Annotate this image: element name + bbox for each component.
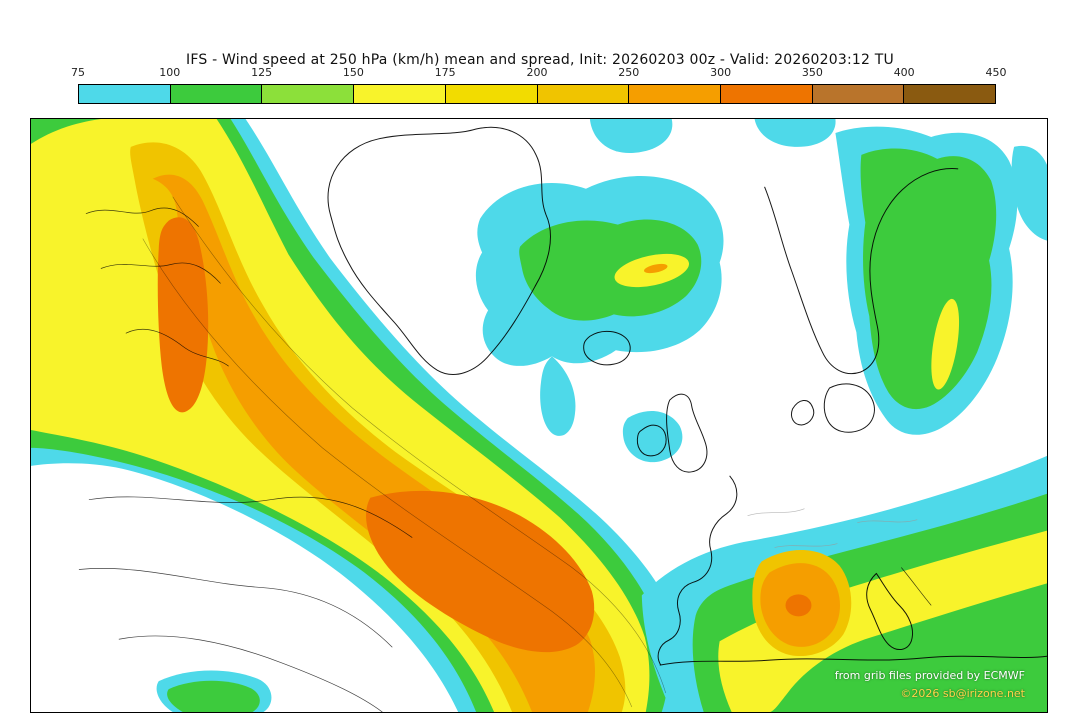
colorbar-segment (904, 85, 996, 103)
colorbar-segment (262, 85, 355, 103)
wind-map-svg (31, 119, 1047, 712)
contour-fills (31, 119, 1047, 712)
colorbar-segment (445, 85, 538, 103)
italy-coast (866, 572, 913, 650)
canada-coast-1 (85, 207, 199, 227)
colorbar-tick-label: 175 (434, 66, 456, 79)
denmark-coast (791, 400, 815, 426)
attribution-source: from grib files provided by ECMWF (834, 668, 1025, 682)
colorbar-tick-label: 400 (893, 66, 915, 79)
country-border-1 (747, 508, 805, 516)
greenland-lobe-orange (644, 263, 668, 274)
colorbar-segment (537, 85, 630, 103)
greenland-lobe-green (519, 219, 702, 321)
east-band-yellow (931, 298, 960, 390)
colorbar-tick-label: 300 (710, 66, 732, 79)
jet-core-contour (366, 490, 595, 653)
wind-map: from grib files provided by ECMWF ©2026 … (30, 118, 1048, 713)
colorbar-scale (78, 84, 996, 104)
colorbar: 75 100 125 150 175 200 250 300 350 400 450 (71, 66, 1007, 106)
iceland-coast (583, 330, 631, 366)
isotach-line-1 (172, 196, 667, 694)
north-africa-coast (659, 655, 1047, 666)
spread-line-3 (118, 635, 383, 712)
attribution-copyright: ©2026 sb@irizone.net (900, 687, 1025, 701)
colorbar-tick-label: 75 (71, 66, 85, 79)
colorbar-tick-label: 150 (342, 66, 364, 79)
spread-contours (78, 196, 667, 712)
colorbar-segment (812, 85, 905, 103)
colorbar-segment (354, 85, 446, 103)
spread-line-2 (78, 568, 393, 648)
south-green-patch (167, 680, 260, 712)
colorbar-tick-label: 200 (526, 66, 548, 79)
greenland-coast (327, 126, 551, 375)
jet-core-upper-contour (157, 217, 209, 413)
page-title: IFS - Wind speed at 250 hPa (km/h) mean … (186, 52, 894, 68)
colorbar-tick-label: 350 (801, 66, 823, 79)
isotach-line-2 (142, 238, 633, 708)
baltic-coast (823, 383, 875, 433)
adriatic-coast (901, 567, 932, 606)
attribution: from grib files provided by ECMWF ©2026 … (835, 667, 1025, 704)
uk-cyan-patch (622, 411, 683, 463)
coastlines (85, 126, 1047, 666)
colorbar-tick-labels: 75 100 125 150 175 200 250 300 350 400 450 (71, 66, 1007, 80)
colorbar-tick-label: 125 (251, 66, 273, 79)
scandinavia-coast (764, 168, 959, 375)
top-center-cyan-patch (589, 119, 673, 154)
iceland-cyan-finger (540, 356, 576, 436)
britain-coast (666, 393, 708, 473)
country-border-2 (774, 543, 838, 548)
colorbar-tick-label: 250 (618, 66, 640, 79)
colorbar-segment (170, 85, 263, 103)
west-europe-coast (657, 475, 738, 666)
corner-right-cyan (1011, 145, 1047, 241)
ireland-coast (636, 424, 667, 457)
canada-coast-3 (125, 328, 229, 367)
colorbar-segment (720, 85, 813, 103)
med-core-contour (785, 594, 812, 617)
colorbar-tick-label: 100 (159, 66, 181, 79)
colorbar-tick-label: 450 (985, 66, 1007, 79)
canada-coast-2 (100, 262, 221, 284)
spread-line-1 (88, 496, 413, 538)
top-right-cyan-patch (754, 119, 836, 147)
east-band-green (860, 148, 997, 410)
med-yellow-contour (718, 530, 1047, 712)
colorbar-segment (629, 85, 721, 103)
colorbar-segment (79, 85, 171, 103)
country-border-3 (857, 519, 918, 523)
